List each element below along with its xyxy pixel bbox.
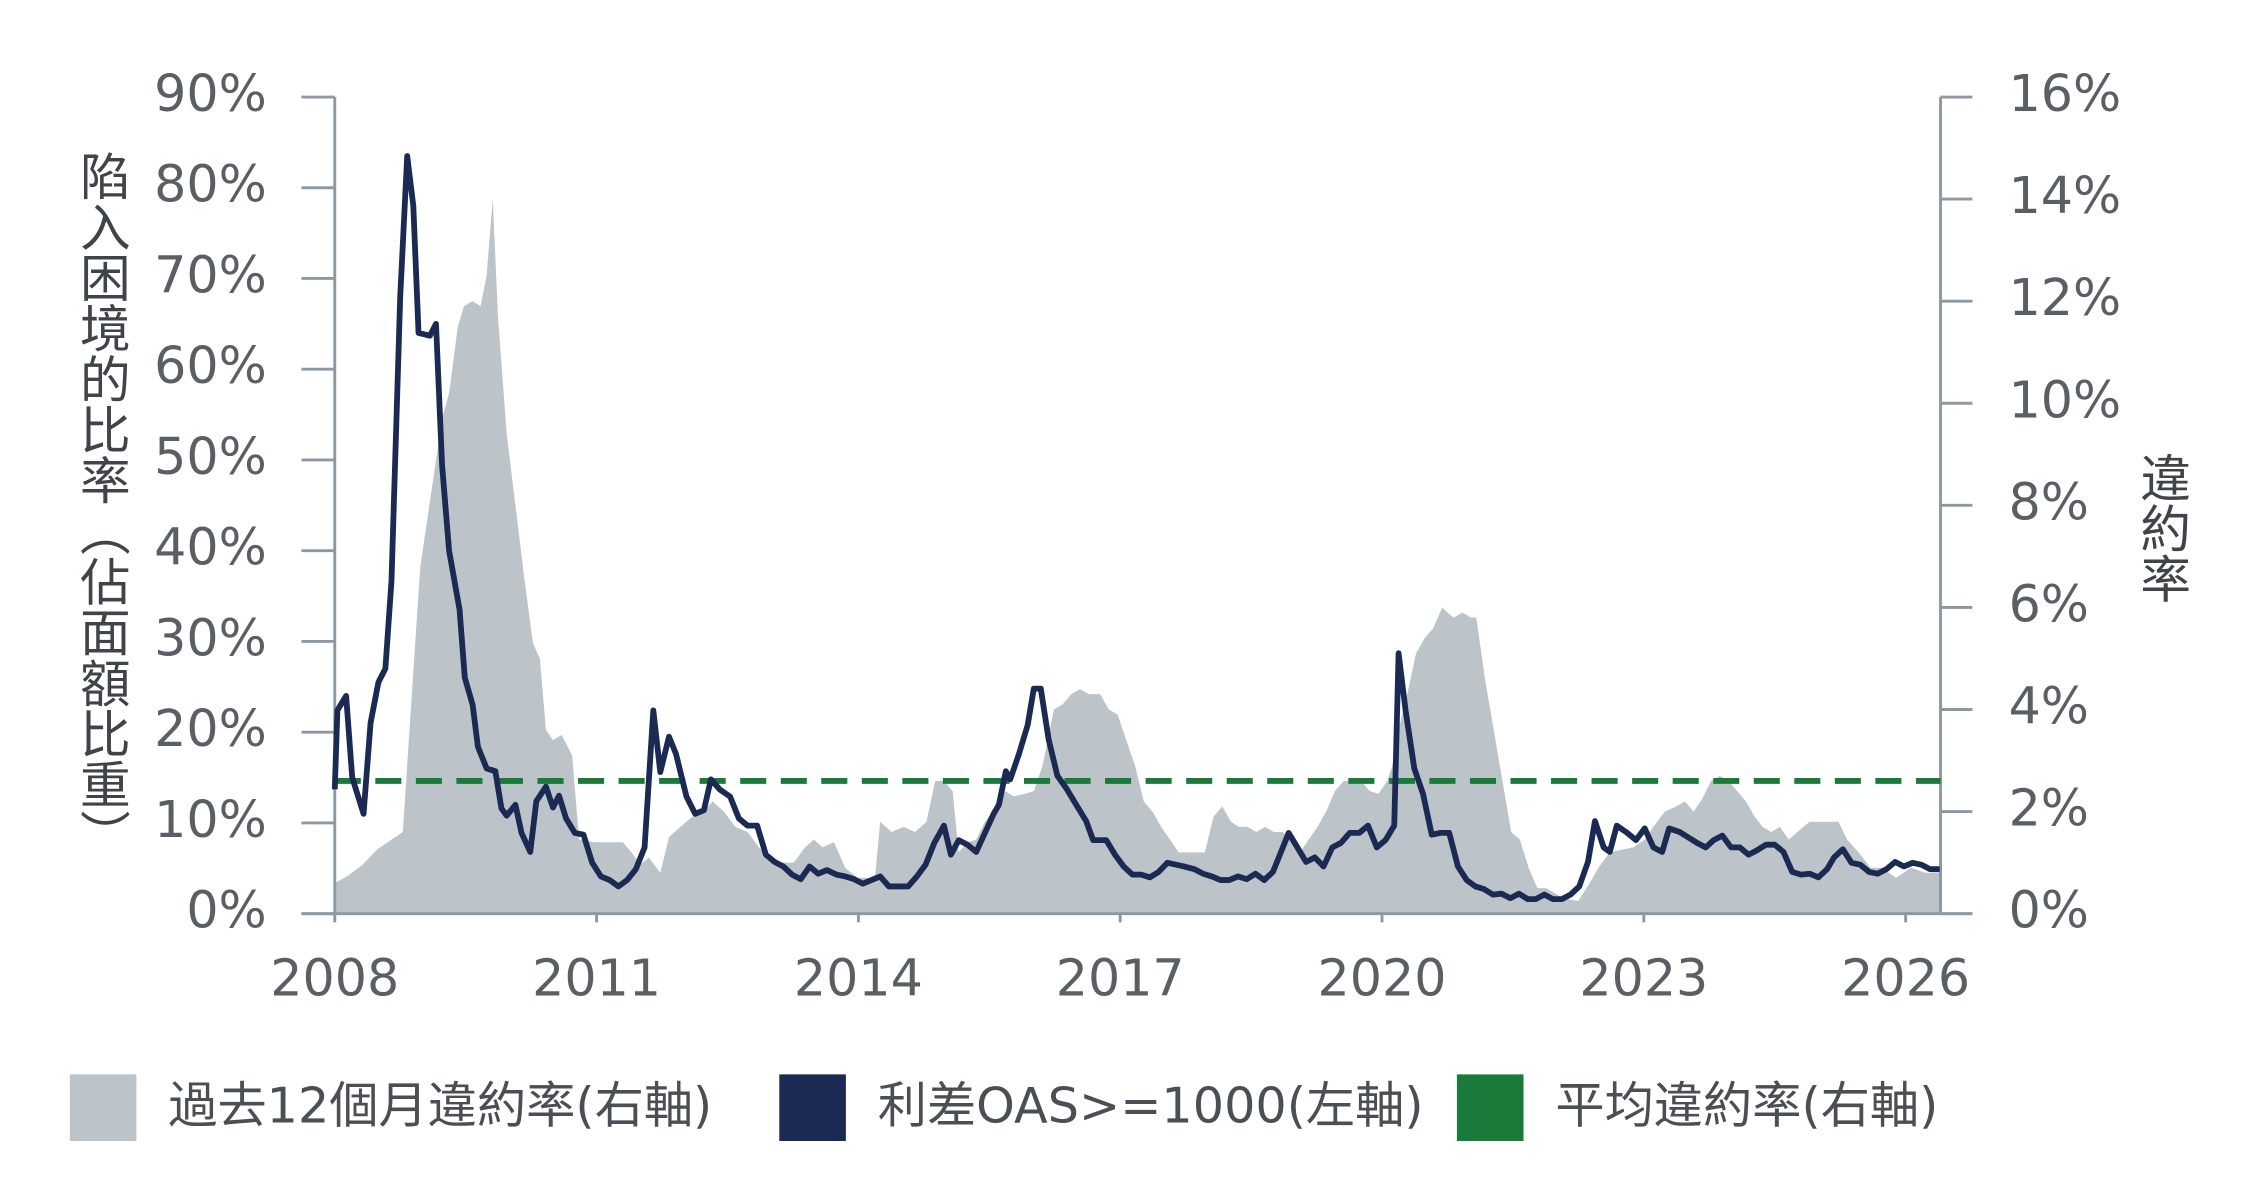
y2-tick-label: 12% [2009,268,2122,327]
y-tick-label: 30% [154,608,267,667]
y-tick-label: 50% [154,427,267,486]
y-tick-label: 10% [154,790,267,849]
x-tick-label: 2014 [794,949,923,1008]
y2-tick-label: 0% [2009,881,2089,940]
area-layer [334,199,1940,914]
y2-axis-title: 違約率 [2132,452,2191,604]
legend-label: 平均違約率(右軸) [1555,1077,1938,1135]
x-tick-label: 2026 [1841,949,1970,1008]
legend-label: 過去12個月違約率(右軸) [168,1077,712,1135]
y2-tick-label: 6% [2009,574,2089,633]
legend-label: 利差OAS>=1000(左軸) [878,1077,1424,1135]
line [331,153,1940,903]
x-tick-label: 2011 [532,949,661,1008]
y2-tick-label: 10% [2009,370,2122,429]
y-tick-label: 70% [154,245,267,304]
x-tick-label: 2023 [1579,949,1708,1008]
y2-tick-label: 16% [2009,64,2122,123]
y-tick-label: 80% [154,155,267,214]
y2-tick-label: 14% [2009,166,2122,225]
axes: 0% 10% 20% 30% 40% 50% 60% 70% 80% 90% 0% 2% 4% 6% 8% 1… [154,64,2121,1008]
legend-swatch [779,1074,846,1141]
y-tick-label: 40% [154,518,267,577]
y-tick-label: 60% [154,336,267,395]
x-tick-label: 2020 [1318,949,1447,1008]
y-tick-label: 20% [154,699,267,758]
x-tick-label: 2017 [1056,949,1185,1008]
y-tick-label: 90% [154,64,267,123]
y2-tick-label: 2% [2009,779,2089,838]
y2-tick-label: 4% [2009,676,2089,735]
y-axis-title: 陷入困境的比率（佔面額比重） [71,151,130,860]
legend-swatch [1456,1074,1524,1141]
y-tick-label: 0% [186,881,266,940]
y2-tick-label: 8% [2009,472,2089,531]
legend-swatch [69,1074,137,1141]
x-tick-label: 2008 [270,949,399,1008]
line-layer [331,153,1941,903]
area [334,199,1940,914]
